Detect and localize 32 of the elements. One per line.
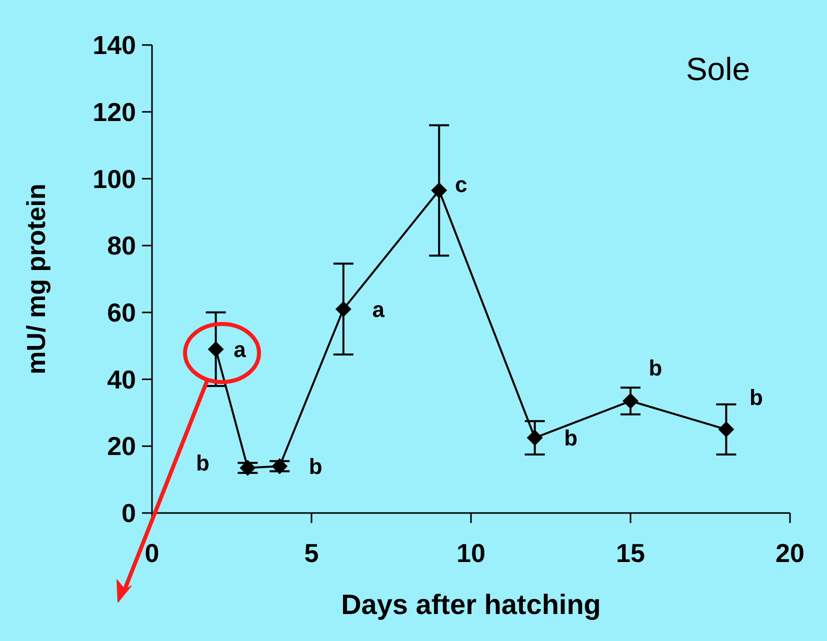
point xyxy=(208,341,224,358)
y-tick-label: 60 xyxy=(107,298,136,328)
annotation: Sole xyxy=(686,51,750,87)
x-tick-label: 15 xyxy=(616,538,645,568)
annotation: b xyxy=(308,454,322,479)
y-tick-label: 140 xyxy=(92,30,136,60)
x-tick-label: 0 xyxy=(144,538,160,568)
annotation: b xyxy=(564,425,578,450)
y-tick-label: 40 xyxy=(107,364,136,394)
x-tick-label: 10 xyxy=(456,538,486,568)
point xyxy=(272,458,288,474)
y-axis-title: mU/ mg protein xyxy=(21,184,51,374)
annotation: b xyxy=(749,385,763,410)
x-axis-title: Days after hatching xyxy=(341,589,601,620)
y-tick-label: 120 xyxy=(92,96,136,127)
annotation: c xyxy=(454,172,468,198)
point xyxy=(526,430,543,446)
annotation: b xyxy=(648,356,662,381)
y-tick-label: 80 xyxy=(107,230,136,261)
y-tick-label: 100 xyxy=(92,164,136,194)
point xyxy=(718,421,734,438)
annotation: a xyxy=(234,336,247,362)
point xyxy=(240,460,256,476)
annotation: b xyxy=(196,450,210,476)
annotation: a xyxy=(372,296,386,322)
point xyxy=(431,182,448,198)
x-tick-label: 20 xyxy=(776,538,804,568)
y-tick-label: 20 xyxy=(107,431,136,462)
x-tick-label: 5 xyxy=(304,538,319,568)
y-tick-label: 0 xyxy=(122,498,136,528)
point xyxy=(335,301,352,318)
point xyxy=(622,393,638,410)
